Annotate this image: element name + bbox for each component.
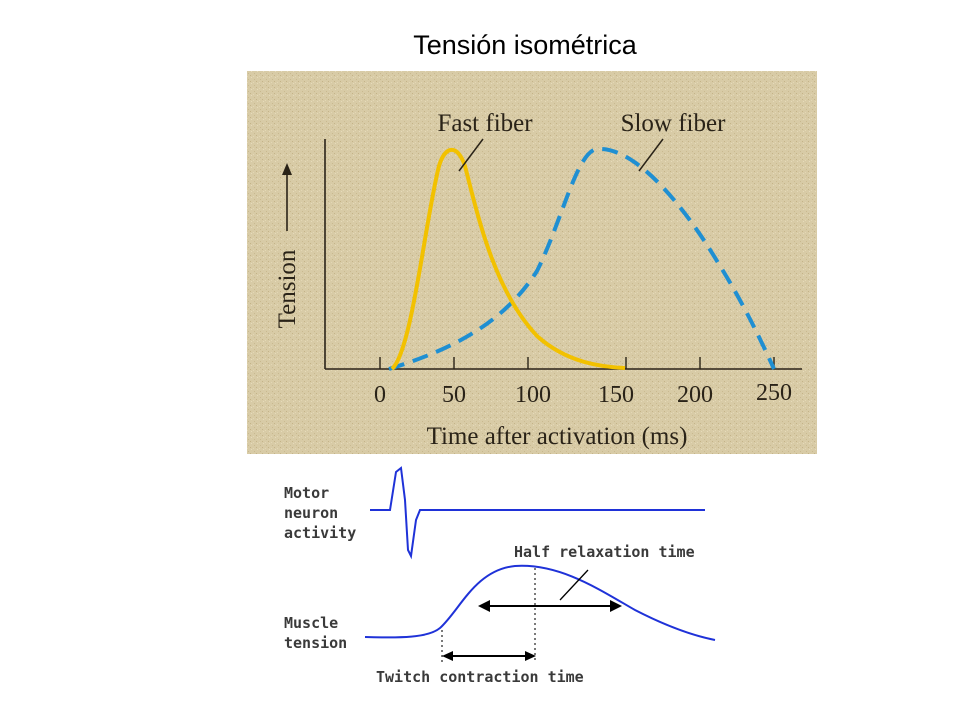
x-tick-label: 200 xyxy=(677,382,713,408)
x-tick-label: 50 xyxy=(442,382,466,408)
half-relaxation-label: Half relaxation time xyxy=(514,543,695,561)
x-tick-label: 0 xyxy=(374,382,386,408)
slide-title: Tensión isométrica xyxy=(413,30,637,60)
x-tick-label: 250 xyxy=(756,380,792,406)
motor-neuron-label: Motor neuron activity xyxy=(284,484,356,542)
y-axis-arrow-icon xyxy=(282,163,292,231)
half-relaxation-leader xyxy=(559,569,589,601)
fast-fiber-leader xyxy=(458,138,484,172)
twitch-contraction-label: Twitch contraction time xyxy=(376,668,584,686)
figure-background xyxy=(247,71,817,454)
muscle-tension-trace xyxy=(364,564,716,641)
fiber-tension-figure: 0 50 100 150 200 250 Time after activati… xyxy=(247,71,817,454)
half-relaxation-arrow xyxy=(478,600,622,612)
x-tick-marks xyxy=(379,357,775,369)
x-axis-label: Time after activation (ms) xyxy=(427,423,688,450)
x-tick-label: 150 xyxy=(598,382,634,408)
slow-fiber-label: Slow fiber xyxy=(621,110,727,137)
muscle-twitch-figure: Motor neuron activity Muscle tension Hal… xyxy=(270,460,730,690)
twitch-contraction-arrow xyxy=(442,651,536,661)
fast-fiber-label: Fast fiber xyxy=(437,110,533,137)
motor-neuron-trace xyxy=(370,466,705,560)
x-tick-label: 100 xyxy=(515,382,551,408)
slow-fiber-leader xyxy=(638,138,664,172)
fast-fiber-curve xyxy=(390,147,626,371)
muscle-tension-label: Muscle tension xyxy=(284,614,347,652)
y-axis-label: Tension xyxy=(274,249,301,328)
